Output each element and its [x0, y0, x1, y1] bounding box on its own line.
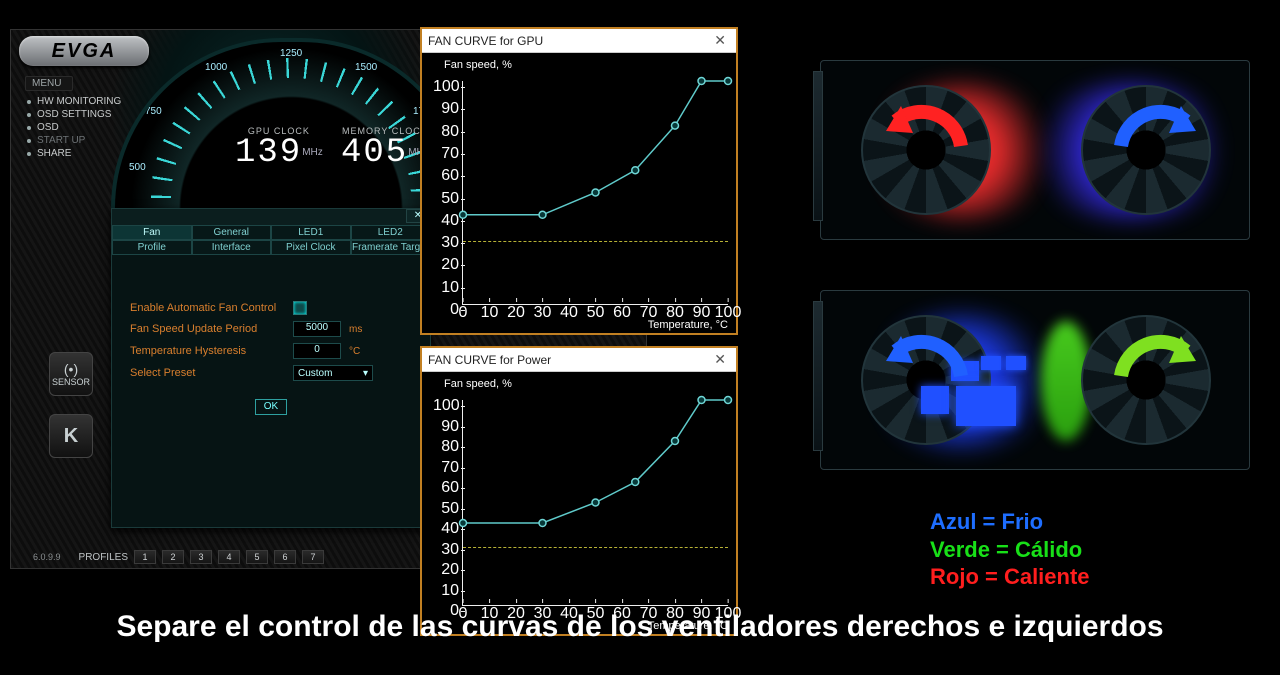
fan-curve-power-titlebar: FAN CURVE for Power ✕	[422, 348, 736, 372]
y-axis-label: Fan speed, %	[444, 378, 512, 390]
sensor-icon: (•)	[64, 361, 78, 377]
tab-led2[interactable]: LED2	[351, 225, 431, 240]
gpu-chip-icon	[956, 386, 1016, 426]
gpu-diagram-bottom	[820, 290, 1250, 470]
gauge-ticks	[125, 52, 457, 198]
mem-chip-icon	[1006, 356, 1026, 370]
profile-slot-3[interactable]: 3	[190, 550, 212, 564]
enable-auto-fan-label: Enable Automatic Fan Control	[130, 302, 285, 314]
enable-auto-fan-checkbox[interactable]	[293, 301, 307, 315]
temp-hysteresis-label: Temperature Hysteresis	[130, 345, 285, 357]
dialog-titlebar: ✕	[112, 209, 430, 225]
menu-title: MENU	[25, 76, 73, 91]
sensor-button[interactable]: (•) SENSOR	[49, 352, 93, 396]
io-bracket	[813, 71, 823, 221]
fan-curve-gpu-window: FAN CURVE for GPU ✕ Fan speed, % Tempera…	[420, 27, 738, 335]
tab-profile[interactable]: Profile	[112, 240, 192, 255]
fan-dialog-body: Enable Automatic Fan Control Fan Speed U…	[112, 255, 430, 455]
legend-azul: Azul = Frio	[930, 508, 1090, 536]
profile-slot-5[interactable]: 5	[246, 550, 268, 564]
io-bracket	[813, 301, 823, 451]
select-preset-label: Select Preset	[130, 367, 285, 379]
legend-verde: Verde = Cálido	[930, 536, 1090, 564]
fan-speed-period-label: Fan Speed Update Period	[130, 323, 285, 335]
clock-gauge: 500 750 1000 1250 1500 1750 2000	[111, 38, 471, 208]
fan-speed-period-unit: ms	[349, 324, 362, 335]
tab-row-1: Fan General LED1 LED2	[112, 225, 430, 240]
arrow-cold-icon	[1091, 81, 1211, 161]
fan-settings-dialog: ✕ Fan General LED1 LED2 Profile Interfac…	[111, 208, 431, 528]
caption-text: Separe el control de las curvas de los v…	[0, 610, 1280, 644]
gpu-clock-readout: GPU CLOCK 139MHz	[235, 126, 323, 170]
evga-logo: EVGA	[19, 36, 149, 66]
profiles-bar: 6.0.9.9 PROFILES 1 2 3 4 5 6 7	[33, 550, 324, 564]
profile-slot-7[interactable]: 7	[302, 550, 324, 564]
temp-hysteresis-input[interactable]: 0	[293, 343, 341, 359]
tab-led1[interactable]: LED1	[271, 225, 351, 240]
menu-item-hw-monitoring[interactable]: HW MONITORING	[25, 95, 153, 108]
profile-slot-2[interactable]: 2	[162, 550, 184, 564]
profile-slot-1[interactable]: 1	[134, 550, 156, 564]
gpu-diagram-top	[820, 60, 1250, 240]
fan-curve-power-plot[interactable]: Fan speed, % Temperature, °C 01020304050…	[422, 372, 736, 634]
tab-fan[interactable]: Fan	[112, 225, 192, 240]
menu-item-osd-settings[interactable]: OSD SETTINGS	[25, 108, 153, 121]
tab-row-2: Profile Interface Pixel Clock Framerate …	[112, 240, 430, 255]
fan-curve-gpu-close[interactable]: ✕	[710, 32, 730, 49]
fan-curve-gpu-titlebar: FAN CURVE for GPU ✕	[422, 29, 736, 53]
color-legend: Azul = Frio Verde = Cálido Rojo = Calien…	[930, 508, 1090, 591]
memory-clock-readout: MEMORY CLOCK 405MHz	[341, 126, 429, 170]
arrow-hot-icon	[871, 81, 991, 161]
profile-slot-4[interactable]: 4	[218, 550, 240, 564]
fan-curve-power-close[interactable]: ✕	[710, 351, 730, 368]
fan-speed-period-input[interactable]: 5000	[293, 321, 341, 337]
y-axis-label: Fan speed, %	[444, 59, 512, 71]
tab-framerate-target[interactable]: Framerate Target	[351, 240, 431, 255]
legend-rojo: Rojo = Caliente	[930, 563, 1090, 591]
chevron-down-icon: ▾	[363, 368, 368, 379]
profile-slot-6[interactable]: 6	[274, 550, 296, 564]
fan-curve-power-title: FAN CURVE for Power	[428, 353, 551, 367]
tab-interface[interactable]: Interface	[192, 240, 272, 255]
version-text: 6.0.9.9	[33, 552, 61, 562]
temp-hysteresis-unit: °C	[349, 346, 360, 357]
ok-button[interactable]: OK	[255, 399, 287, 415]
fan-curve-gpu-title: FAN CURVE for GPU	[428, 34, 543, 48]
arrow-warm-icon	[1091, 311, 1211, 391]
fan-curve-power-window: FAN CURVE for Power ✕ Fan speed, % Tempe…	[420, 346, 738, 636]
select-preset-dropdown[interactable]: Custom ▾	[293, 365, 373, 381]
tab-general[interactable]: General	[192, 225, 272, 240]
arrow-cold-icon	[871, 311, 991, 391]
k-boost-button[interactable]: K	[49, 414, 93, 458]
profiles-label: PROFILES	[79, 552, 128, 563]
fan-curve-gpu-plot[interactable]: Fan speed, % Temperature, °C 01020304050…	[422, 53, 736, 333]
tab-pixel-clock[interactable]: Pixel Clock	[271, 240, 351, 255]
